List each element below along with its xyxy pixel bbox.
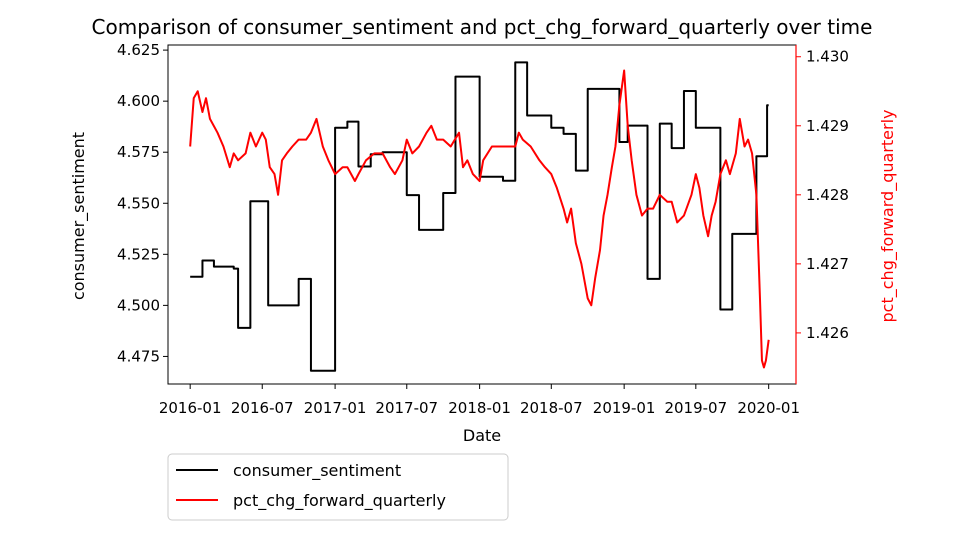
x-tick-label: 2020-01: [737, 399, 800, 417]
y-left-tick-label: 4.500: [117, 296, 160, 314]
y-axis-right: 1.426 1.427 1.428 1.429 1.430: [796, 48, 849, 342]
series-line-consumer-sentiment: [190, 61, 769, 372]
y-left-tick-label: 4.525: [117, 245, 160, 263]
y-left-tick-label: 4.600: [117, 92, 160, 110]
y-left-tick-label: 4.550: [117, 194, 160, 212]
plot-frame: [167, 44, 797, 385]
y-axis-left: 4.475 4.500 4.525 4.550 4.575 4.600 4.625: [117, 41, 168, 365]
y-left-tick-label: 4.625: [117, 41, 160, 59]
y-left-tick-label: 4.475: [117, 347, 160, 365]
y-axis-left-label: consumer_sentiment: [69, 132, 89, 300]
x-tick-label: 2017-07: [375, 399, 438, 417]
x-tick-label: 2017-01: [304, 399, 367, 417]
x-tick-label: 2016-07: [231, 399, 294, 417]
y-right-tick-label: 1.426: [806, 324, 849, 342]
y-axis-right-label: pct_chg_forward_quarterly: [878, 110, 898, 323]
x-tick-label: 2016-01: [159, 399, 222, 417]
legend-label-pct-chg: pct_chg_forward_quarterly: [233, 491, 446, 511]
legend-box: [167, 453, 509, 521]
x-tick-label: 2019-01: [593, 399, 656, 417]
y-right-tick-label: 1.430: [806, 48, 849, 66]
plot-area: [167, 44, 797, 385]
y-right-tick-label: 1.428: [806, 186, 849, 204]
y-right-tick-label: 1.427: [806, 255, 849, 273]
series-layer: [189, 61, 770, 372]
x-axis: 2016-01 2016-07 2017-01 2017-07 2018-01 2018-…: [159, 384, 800, 417]
x-tick-label: 2018-07: [520, 399, 583, 417]
legend: consumer_sentiment pct_chg_forward_quart…: [167, 453, 509, 521]
y-right-tick-label: 1.429: [806, 117, 849, 135]
x-tick-label: 2019-07: [664, 399, 727, 417]
legend-label-consumer-sentiment: consumer_sentiment: [233, 461, 401, 481]
x-axis-label: Date: [463, 426, 501, 445]
chart-title: Comparison of consumer_sentiment and pct…: [92, 15, 873, 39]
x-tick-label: 2018-01: [448, 399, 511, 417]
series-line-pct-chg-forward-quarterly: [189, 69, 770, 369]
y-left-tick-label: 4.575: [117, 143, 160, 161]
